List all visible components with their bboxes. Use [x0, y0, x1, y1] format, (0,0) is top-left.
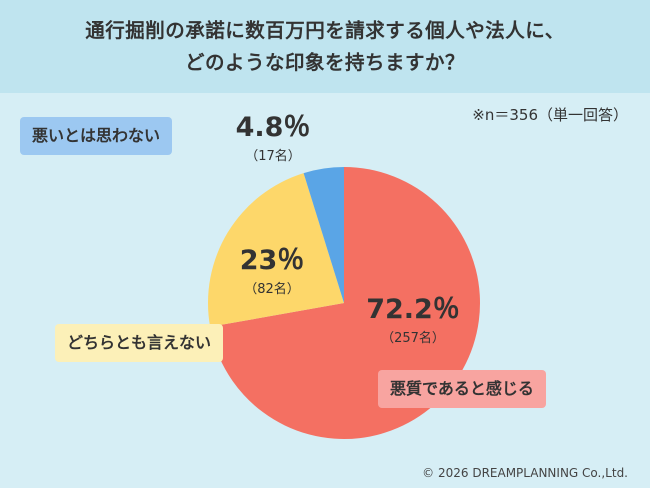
chart-title-line2: どのような印象を持ちますか？	[184, 50, 465, 74]
percent-label-neither: 23％	[240, 245, 305, 276]
percent-label-malicious: 72.2％	[366, 294, 460, 325]
count-label-not-bad: （17名）	[245, 148, 301, 164]
callout-malicious: 悪質であると感じる	[378, 370, 546, 408]
sample-size-note: ※n＝356（単一回答）	[472, 106, 628, 124]
pie-slice-not-bad	[303, 167, 344, 303]
callout-not-bad: 悪いとは思わない	[20, 117, 173, 155]
percent-label-not-bad: 4.8％	[236, 112, 311, 143]
count-label-neither: （82名）	[244, 281, 300, 297]
count-label-malicious: （257名）	[381, 330, 445, 346]
chart-title-line1: 通行掘削の承諾に数百万円を請求する個人や法人に、	[85, 18, 565, 42]
copyright-footer: © 2026 DREAMPLANNING Co.,Ltd.	[422, 466, 628, 480]
pie-slice-neither	[208, 173, 344, 327]
callout-neither: どちらとも言えない	[55, 324, 224, 362]
chart-header: 通行掘削の承諾に数百万円を請求する個人や法人に、 どのような印象を持ちますか？	[0, 0, 650, 93]
